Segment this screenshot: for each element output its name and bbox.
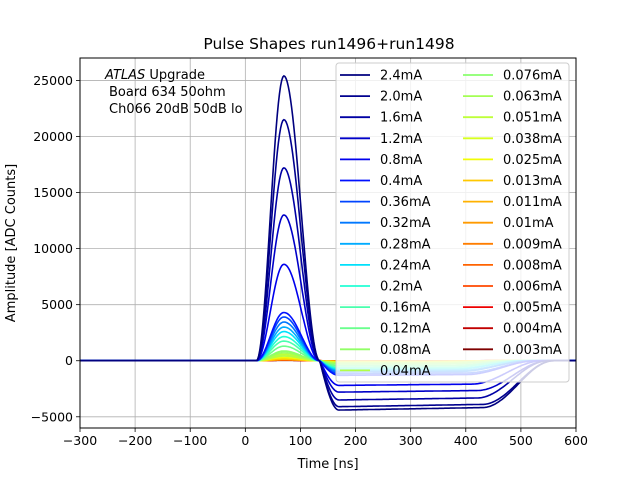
legend-entry: 0.025mA <box>503 153 562 168</box>
legend-entry: 0.36mA <box>380 195 431 210</box>
legend-entry: 0.038mA <box>503 132 562 147</box>
y-tick-label: 25000 <box>33 73 73 88</box>
annotation: ATLAS Upgrade Board 634 50ohm Ch066 20dB… <box>104 68 243 117</box>
legend-entry: 0.004mA <box>503 322 562 337</box>
annotation-line-3: Ch066 20dB 50dB lo <box>109 102 243 117</box>
y-tick-label: 10000 <box>33 241 73 256</box>
atlas-label: ATLAS <box>104 68 145 83</box>
legend-entry: 0.32mA <box>380 216 431 231</box>
annotation-line-2: Board 634 50ohm <box>109 85 226 100</box>
legend-entry: 2.4mA <box>380 69 422 84</box>
legend-entry: 0.008mA <box>503 258 562 273</box>
x-axis-label: Time [ns] <box>296 457 358 472</box>
legend-entry: 0.063mA <box>503 90 562 105</box>
legend-entry: 0.28mA <box>380 237 431 252</box>
legend-entry: 0.076mA <box>503 69 562 84</box>
legend-entry: 0.051mA <box>503 111 562 126</box>
x-tick-label: 400 <box>454 433 478 448</box>
legend-entry: 2.0mA <box>380 90 422 105</box>
annotation-line-1: ATLAS Upgrade <box>104 68 205 83</box>
x-tick-label: −300 <box>63 433 97 448</box>
legend-entry: 0.006mA <box>503 280 562 295</box>
legend-entry: 0.01mA <box>503 216 554 231</box>
legend-box <box>335 62 570 383</box>
legend-entry: 0.013mA <box>503 174 562 189</box>
plot-frame <box>79 57 577 429</box>
legend-entry: 0.2mA <box>380 280 422 295</box>
x-tick-label: −200 <box>118 433 152 448</box>
x-tick-label: −100 <box>173 433 207 448</box>
legend-entry: 0.04mA <box>380 364 431 379</box>
y-axis-label: Amplitude [ADC Counts] <box>4 164 19 322</box>
legend-entry: 0.16mA <box>380 301 431 316</box>
legend-entry: 0.011mA <box>503 195 562 210</box>
y-tick-label: 20000 <box>33 129 73 144</box>
legend-entry: 0.003mA <box>503 343 562 358</box>
legend-entry: 0.4mA <box>380 174 422 189</box>
x-tick-label: 600 <box>564 433 588 448</box>
series-line <box>80 74 576 411</box>
chart-title: Pulse Shapes run1496+run1498 <box>203 35 454 53</box>
upgrade-label: Upgrade <box>145 68 205 83</box>
legend-entry: 1.2mA <box>380 132 422 147</box>
axis-ticks: −300 −200 −100 0 100 200 300 400 500 600 −5000 0 500… <box>31 73 588 448</box>
legend-entry: 1.6mA <box>380 111 422 126</box>
legend-entry: 0.8mA <box>380 153 422 168</box>
x-tick-label: 0 <box>241 433 249 448</box>
x-tick-label: 100 <box>289 433 313 448</box>
y-tick-label: 5000 <box>41 297 73 312</box>
x-tick-label: 200 <box>344 433 368 448</box>
x-tick-label: 500 <box>509 433 533 448</box>
y-tick-label: −5000 <box>31 409 73 424</box>
y-tick-label: 0 <box>65 353 73 368</box>
legend-entry: 0.005mA <box>503 301 562 316</box>
legend-entry: 0.009mA <box>503 237 562 252</box>
legend-entry: 0.12mA <box>380 322 431 337</box>
legend-entry: 0.08mA <box>380 343 431 358</box>
legend-entry: 0.24mA <box>380 258 431 273</box>
legend: 2.4mA 2.0mA 1.6mA 1.2mA 0.8mA 0.4mA 0.36mA 0.32… <box>335 62 570 383</box>
x-tick-label: 300 <box>399 433 423 448</box>
y-tick-label: 15000 <box>33 185 73 200</box>
